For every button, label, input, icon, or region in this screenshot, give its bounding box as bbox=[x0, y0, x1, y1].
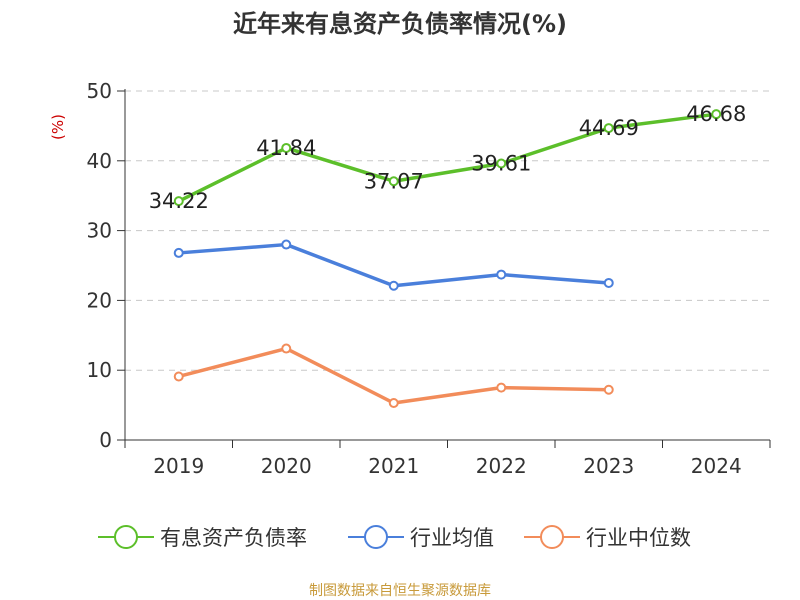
legend-item-1[interactable]: 有息资产负债率 bbox=[98, 525, 307, 550]
legend-marker bbox=[364, 525, 388, 549]
y-tick-label: 0 bbox=[99, 428, 112, 452]
data-label: 41.84 bbox=[256, 136, 316, 160]
axes: 0 10 20 30 40 50 2019 2020 2021 2022 2023 2024 bbox=[87, 79, 771, 478]
x-tick-label: 2023 bbox=[583, 454, 634, 478]
data-point[interactable] bbox=[388, 398, 399, 409]
data-point[interactable] bbox=[496, 269, 507, 280]
data-point[interactable] bbox=[173, 247, 184, 258]
chart-title: 近年来有息资产负债率情况(%) bbox=[233, 10, 567, 38]
data-point[interactable] bbox=[496, 382, 507, 393]
series-2 bbox=[173, 239, 614, 291]
x-tick-label: 2019 bbox=[153, 454, 204, 478]
legend-item-3[interactable]: 行业中位数 bbox=[524, 525, 691, 550]
data-label: 44.69 bbox=[579, 116, 639, 140]
source-note: 制图数据来自恒生聚源数据库 bbox=[309, 583, 491, 599]
data-point[interactable] bbox=[388, 176, 399, 187]
data-point[interactable] bbox=[496, 158, 507, 169]
series-line bbox=[178, 242, 609, 288]
y-axis-label: (%) bbox=[49, 114, 67, 140]
data-point[interactable] bbox=[173, 371, 184, 382]
data-point[interactable] bbox=[603, 384, 614, 395]
data-label: 34.22 bbox=[149, 189, 209, 213]
legend-marker bbox=[114, 525, 138, 549]
data-point[interactable] bbox=[173, 196, 184, 207]
series-3 bbox=[173, 343, 614, 409]
x-tick-label: 2020 bbox=[261, 454, 312, 478]
legend-label: 有息资产负债率 bbox=[160, 526, 307, 550]
y-tick-label: 50 bbox=[87, 79, 112, 103]
y-tick-label: 40 bbox=[87, 149, 112, 173]
y-tick-label: 10 bbox=[87, 358, 112, 382]
data-point[interactable] bbox=[281, 239, 292, 250]
legend[interactable]: 有息资产负债率 行业均值 行业中位数 bbox=[98, 525, 691, 550]
x-tick-label: 2021 bbox=[368, 454, 419, 478]
data-point[interactable] bbox=[281, 343, 292, 354]
x-tick-label: 2022 bbox=[476, 454, 527, 478]
data-point[interactable] bbox=[603, 277, 614, 288]
data-point[interactable] bbox=[388, 280, 399, 291]
legend-label: 行业中位数 bbox=[586, 526, 691, 550]
legend-item-2[interactable]: 行业均值 bbox=[348, 525, 494, 550]
grid bbox=[125, 90, 770, 371]
y-tick-label: 30 bbox=[87, 219, 112, 243]
data-label: 46.68 bbox=[686, 102, 746, 126]
y-tick-label: 20 bbox=[87, 288, 112, 312]
series-group: 34.22 41.84 37.07 39.61 44.69 46.68 bbox=[149, 102, 747, 409]
data-point[interactable] bbox=[281, 142, 292, 153]
data-label: 39.61 bbox=[471, 152, 531, 176]
x-tick-label: 2024 bbox=[691, 454, 742, 478]
series-line bbox=[178, 346, 609, 405]
legend-marker bbox=[540, 525, 564, 549]
data-label: 37.07 bbox=[364, 169, 424, 193]
data-point[interactable] bbox=[711, 109, 722, 120]
data-point[interactable] bbox=[603, 123, 614, 134]
legend-label: 行业均值 bbox=[410, 526, 494, 550]
series-1: 34.22 41.84 37.07 39.61 44.69 46.68 bbox=[149, 102, 747, 213]
series-line bbox=[177, 112, 717, 203]
